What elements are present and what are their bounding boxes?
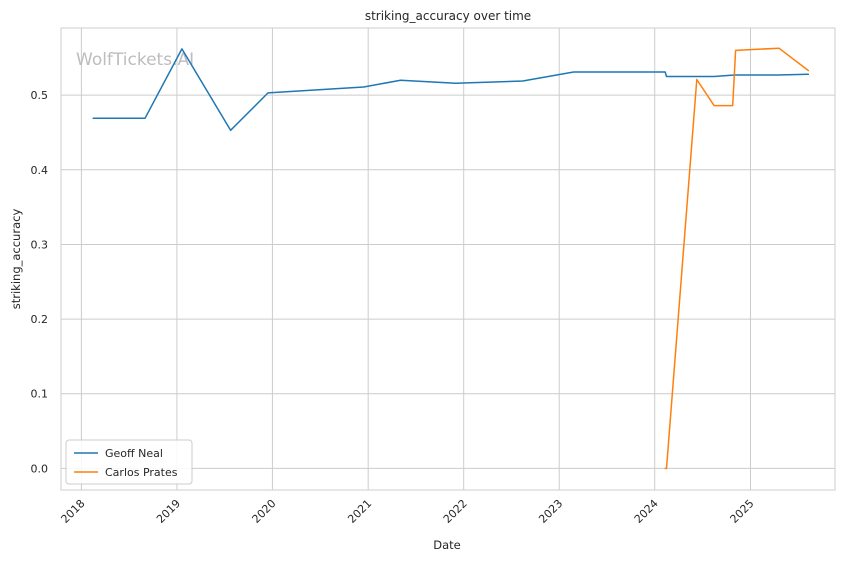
x-tick-label: 2020 xyxy=(250,497,279,526)
y-tick-label: 0.0 xyxy=(31,462,49,475)
series-line-carlos-prates xyxy=(664,47,810,470)
y-tick-label: 0.2 xyxy=(31,313,49,326)
y-axis-ticks: 0.0 0.1 0.2 0.3 0.4 0.5 xyxy=(31,89,49,475)
legend-label-geoff-neal: Geoff Neal xyxy=(105,447,163,460)
legend: Geoff Neal Carlos Prates xyxy=(65,439,193,485)
y-axis-label: striking_accuracy xyxy=(9,209,23,310)
y-tick-label: 0.1 xyxy=(31,388,49,401)
x-tick-label: 2022 xyxy=(441,497,470,526)
watermark: WolfTickets.AI xyxy=(76,50,194,70)
plot-frame xyxy=(60,27,836,491)
x-tick-label: 2023 xyxy=(536,497,565,526)
series-lines xyxy=(92,47,810,470)
x-tick-label: 2025 xyxy=(728,497,757,526)
y-tick-label: 0.5 xyxy=(31,89,49,102)
y-tick-label: 0.3 xyxy=(31,238,49,251)
x-axis-ticks: 2018 2019 2020 2021 2022 2023 2024 2025 xyxy=(59,497,757,526)
plot-area xyxy=(61,28,835,490)
x-tick-label: 2018 xyxy=(59,497,88,526)
x-tick-label: 2021 xyxy=(345,497,374,526)
y-tick-label: 0.4 xyxy=(31,164,49,177)
chart-title: striking_accuracy over time xyxy=(365,9,531,23)
x-axis-label: Date xyxy=(433,538,461,552)
series-line-geoff-neal xyxy=(92,48,810,132)
x-tick-label: 2019 xyxy=(154,497,183,526)
x-tick-label: 2024 xyxy=(632,497,661,526)
legend-box xyxy=(65,439,193,485)
legend-label-carlos-prates: Carlos Prates xyxy=(105,466,178,479)
